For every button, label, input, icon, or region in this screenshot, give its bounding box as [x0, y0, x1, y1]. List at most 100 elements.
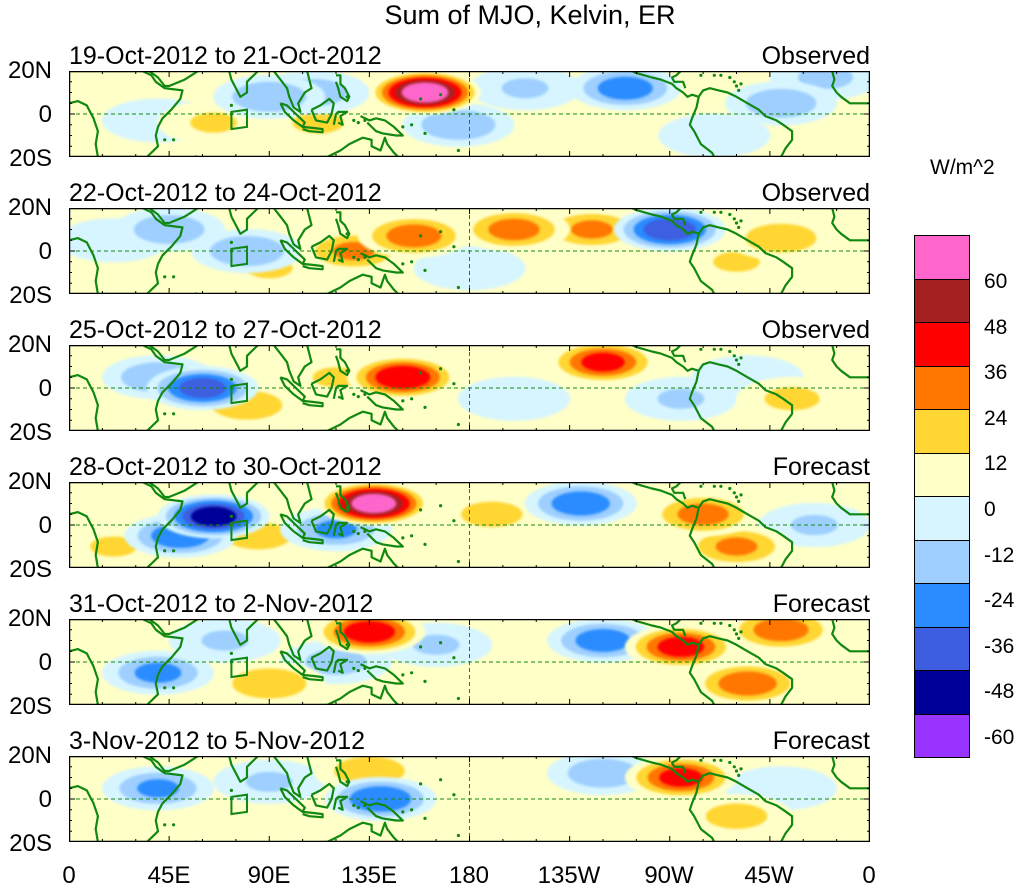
anomaly-contour [798, 71, 853, 89]
island [732, 354, 736, 358]
lat-label-20s: 20S [9, 419, 52, 446]
coastline [220, 345, 259, 372]
coastline [279, 376, 306, 402]
colorbar-tick-label: 0 [984, 498, 996, 521]
island [163, 412, 167, 416]
lat-label-20s: 20S [9, 556, 52, 583]
island [734, 221, 739, 225]
island [352, 803, 356, 807]
island [356, 121, 360, 125]
index-box [230, 519, 248, 542]
island [419, 371, 423, 375]
island [732, 217, 736, 221]
island [410, 123, 414, 127]
figure-title: Sum of MJO, Kelvin, ER [384, 0, 676, 30]
coastline [360, 252, 404, 274]
panel-3-type: Observed [761, 316, 870, 344]
island [737, 225, 741, 229]
coastline [272, 345, 313, 387]
anomaly-contour [488, 218, 540, 241]
lat-label-20n: 20N [7, 194, 52, 221]
anomaly-contour [715, 537, 758, 556]
island [737, 636, 741, 640]
anomaly-contour [551, 491, 610, 516]
coastline [220, 756, 259, 783]
coastline [320, 684, 400, 705]
island [456, 833, 460, 838]
anomaly-contour [745, 88, 817, 118]
coastline [69, 71, 184, 157]
coastline [360, 800, 404, 822]
island [737, 88, 741, 92]
coastline [148, 345, 199, 362]
island [345, 643, 349, 647]
anomaly-contour [232, 668, 307, 699]
island [712, 484, 716, 488]
colorbar-tick-label: 12 [984, 452, 1008, 476]
coastline [831, 756, 870, 790]
island [439, 230, 443, 234]
island [456, 422, 460, 427]
island [410, 260, 414, 264]
lat-label-eq: 0 [38, 649, 52, 676]
colorbar-swatch [914, 235, 970, 280]
map-content [69, 619, 870, 705]
coastline [302, 536, 324, 545]
coastline [69, 208, 184, 294]
coastline [631, 71, 700, 98]
island [719, 347, 723, 351]
island [719, 484, 723, 488]
island [734, 358, 739, 362]
colorbar-swatch [914, 496, 970, 541]
island [456, 285, 460, 290]
coastline [220, 482, 259, 509]
lat-label-eq: 0 [38, 512, 52, 539]
island [356, 806, 360, 810]
island [345, 232, 349, 236]
island [410, 534, 414, 538]
map-svg-3 [69, 345, 870, 431]
island [699, 347, 703, 351]
coastline [302, 262, 324, 271]
island [163, 686, 167, 690]
coastline [302, 399, 324, 408]
coastline [148, 756, 199, 773]
coastline [332, 521, 349, 537]
coastline [220, 71, 259, 98]
map-svg-1 [69, 71, 870, 157]
anomaly-contour [133, 215, 205, 244]
panel-4-type: Forecast [772, 453, 870, 481]
anomaly-contour [659, 768, 703, 787]
map-content [69, 71, 870, 157]
coastline [320, 410, 400, 431]
coastline [334, 74, 351, 103]
island [734, 84, 739, 88]
anomaly-contour [458, 376, 570, 421]
anomaly-contour [190, 112, 237, 133]
island [439, 641, 443, 645]
panel-2-date: 22-Oct-2012 to 24-Oct-2012 [69, 179, 382, 207]
island [712, 210, 716, 214]
anomaly-contour [658, 113, 771, 157]
map-content [69, 208, 870, 294]
colorbar-units: W/m^2 [930, 156, 995, 179]
lat-label-20n: 20N [7, 742, 52, 769]
island [739, 493, 743, 497]
coastline [332, 110, 349, 126]
coastline [279, 239, 306, 265]
coastline [148, 208, 199, 225]
island [352, 666, 356, 670]
island [363, 118, 367, 122]
coastline [310, 97, 335, 124]
island [699, 621, 703, 625]
anomaly-contour [401, 82, 449, 103]
colorbar-swatch [914, 278, 970, 323]
colorbar-tick-label: 60 [984, 270, 1008, 293]
map-svg-2 [69, 208, 870, 294]
panel-1-type: Observed [761, 42, 870, 70]
island [172, 138, 176, 142]
coastline [332, 247, 349, 263]
lat-label-eq: 0 [38, 375, 52, 402]
island [419, 782, 423, 786]
island [345, 506, 349, 510]
